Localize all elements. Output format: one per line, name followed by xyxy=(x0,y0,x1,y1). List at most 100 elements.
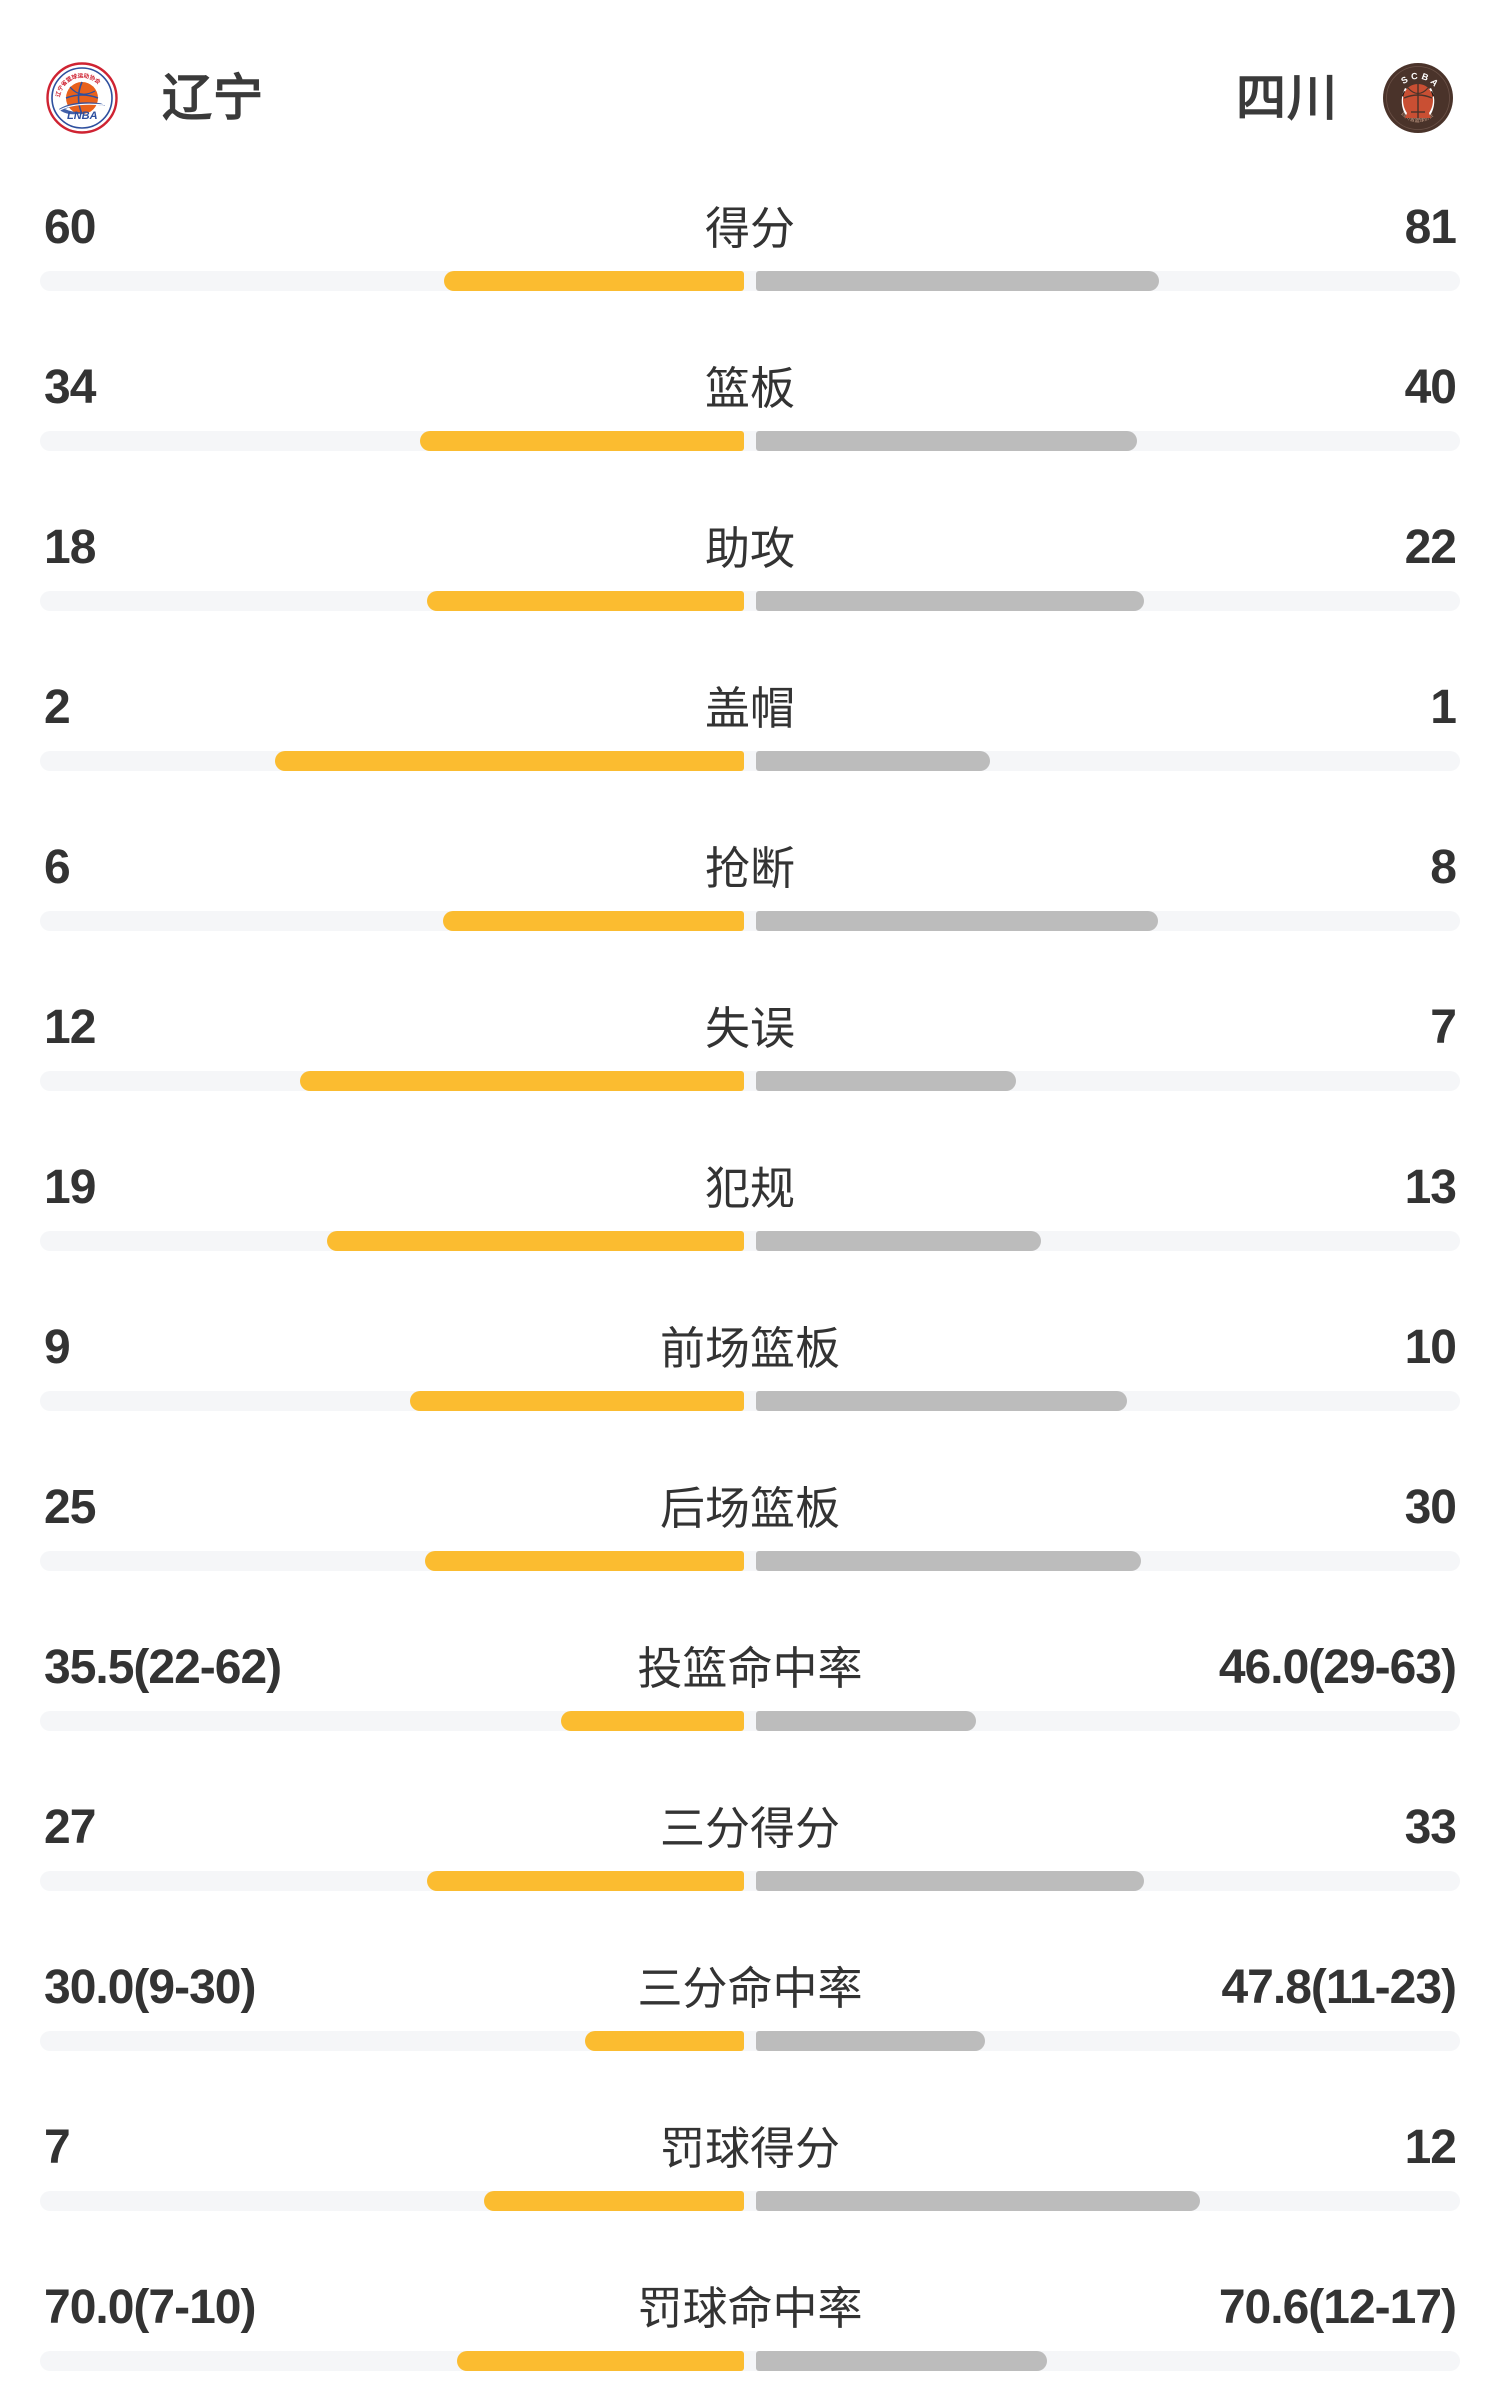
stat-row: 7 罚球得分 12 xyxy=(0,2076,1500,2236)
lnba-team-badge-icon: 辽宁省篮球运动协会 LNBA xyxy=(46,62,118,134)
away-value: 13 xyxy=(1404,1161,1457,1214)
away-value: 12 xyxy=(1404,2121,1457,2174)
stat-bar-track xyxy=(40,1391,1460,1411)
away-bar xyxy=(756,751,991,771)
stat-label: 助攻 xyxy=(704,523,795,574)
home-bar xyxy=(420,431,744,451)
home-bar xyxy=(427,1871,744,1891)
stat-label: 得分 xyxy=(704,203,795,254)
away-value: 7 xyxy=(1430,1001,1457,1054)
home-bar xyxy=(410,1391,744,1411)
home-bar xyxy=(484,2191,744,2211)
stats-list: 60 得分 81 34 篮板 40 18 助攻 22 xyxy=(0,156,1500,2396)
home-value: 35.5(22-62) xyxy=(44,1641,282,1694)
stat-label: 三分命中率 xyxy=(637,1963,863,2014)
home-value: 70.0(7-10) xyxy=(44,2281,256,2334)
home-value: 7 xyxy=(44,2121,71,2174)
stat-text-line: 34 篮板 40 xyxy=(0,362,1500,414)
away-bar xyxy=(756,1551,1141,1571)
home-bar xyxy=(444,271,744,291)
stat-bar-track xyxy=(40,271,1460,291)
away-bar xyxy=(756,2351,1048,2371)
away-bar xyxy=(756,2031,985,2051)
stat-label: 罚球得分 xyxy=(659,2123,840,2174)
away-bar xyxy=(756,2191,1201,2211)
stat-label: 失误 xyxy=(704,1003,795,1054)
away-team: 四川 SCBA 四川省篮球协会 xyxy=(1236,62,1454,134)
home-value: 25 xyxy=(44,1481,96,1534)
stat-bar-track xyxy=(40,1871,1460,1891)
stat-row: 6 抢断 8 xyxy=(0,796,1500,956)
stat-row: 2 盖帽 1 xyxy=(0,636,1500,796)
stat-label: 前场篮板 xyxy=(659,1323,840,1374)
stat-text-line: 30.0(9-30) 三分命中率 47.8(11-23) xyxy=(0,1962,1500,2014)
stat-row: 9 前场篮板 10 xyxy=(0,1276,1500,1436)
stat-text-line: 12 失误 7 xyxy=(0,1002,1500,1054)
stat-text-line: 60 得分 81 xyxy=(0,202,1500,254)
lnba-logo-text: LNBA xyxy=(67,110,98,122)
home-value: 27 xyxy=(44,1801,96,1854)
home-value: 60 xyxy=(44,201,96,254)
stat-text-line: 70.0(7-10) 罚球命中率 70.6(12-17) xyxy=(0,2282,1500,2334)
stat-row: 18 助攻 22 xyxy=(0,476,1500,636)
home-value: 2 xyxy=(44,681,71,734)
stat-text-line: 7 罚球得分 12 xyxy=(0,2122,1500,2174)
stat-row: 34 篮板 40 xyxy=(0,316,1500,476)
home-value: 9 xyxy=(44,1321,71,1374)
away-bar xyxy=(756,1231,1042,1251)
stat-row: 12 失误 7 xyxy=(0,956,1500,1116)
away-value: 1 xyxy=(1430,681,1457,734)
stat-text-line: 27 三分得分 33 xyxy=(0,1802,1500,1854)
away-bar xyxy=(756,591,1144,611)
home-bar xyxy=(326,1231,744,1251)
home-bar xyxy=(560,1711,744,1731)
stat-label: 投篮命中率 xyxy=(637,1643,863,1694)
away-value: 10 xyxy=(1404,1321,1457,1374)
stat-text-line: 18 助攻 22 xyxy=(0,522,1500,574)
stat-row: 70.0(7-10) 罚球命中率 70.6(12-17) xyxy=(0,2236,1500,2396)
stat-text-line: 19 犯规 13 xyxy=(0,1162,1500,1214)
home-bar xyxy=(299,1071,744,1091)
stat-label: 罚球命中率 xyxy=(637,2283,863,2334)
home-team-name: 辽宁 xyxy=(162,70,264,126)
stat-bar-track xyxy=(40,1711,1460,1731)
stat-bar-track xyxy=(40,2191,1460,2211)
stat-label: 犯规 xyxy=(704,1163,795,1214)
scba-team-badge-icon: SCBA 四川省篮球协会 xyxy=(1383,63,1453,133)
away-value: 22 xyxy=(1404,521,1457,574)
away-bar xyxy=(756,1711,977,1731)
stat-row: 27 三分得分 33 xyxy=(0,1756,1500,1916)
home-team: 辽宁省篮球运动协会 LNBA 辽宁 xyxy=(46,62,264,134)
stat-label: 抢断 xyxy=(704,843,795,894)
away-bar xyxy=(756,431,1137,451)
home-bar xyxy=(427,591,744,611)
home-bar xyxy=(275,751,744,771)
stat-bar-track xyxy=(40,1551,1460,1571)
home-bar xyxy=(584,2031,744,2051)
home-value: 30.0(9-30) xyxy=(44,1961,256,2014)
stat-bar-track xyxy=(40,591,1460,611)
away-team-name: 四川 xyxy=(1236,70,1338,126)
away-bar xyxy=(756,271,1160,291)
stat-row: 19 犯规 13 xyxy=(0,1116,1500,1276)
away-value: 47.8(11-23) xyxy=(1221,1961,1457,2014)
away-bar xyxy=(756,1071,1016,1091)
stat-text-line: 25 后场篮板 30 xyxy=(0,1482,1500,1534)
home-bar xyxy=(424,1551,744,1571)
home-value: 19 xyxy=(44,1161,96,1214)
stat-row: 25 后场篮板 30 xyxy=(0,1436,1500,1596)
away-value: 33 xyxy=(1404,1801,1457,1854)
away-value: 70.6(12-17) xyxy=(1218,2281,1457,2334)
away-value: 30 xyxy=(1404,1481,1457,1534)
stat-row: 60 得分 81 xyxy=(0,156,1500,316)
match-stats-header: 辽宁省篮球运动协会 LNBA 辽宁 四川 SCBA 四川省篮球协会 xyxy=(0,0,1500,156)
stat-bar-track xyxy=(40,2031,1460,2051)
away-value: 81 xyxy=(1404,201,1457,254)
away-value: 40 xyxy=(1404,361,1457,414)
stat-label: 篮板 xyxy=(704,363,795,414)
away-bar xyxy=(756,911,1158,931)
away-value: 46.0(29-63) xyxy=(1218,1641,1457,1694)
home-value: 18 xyxy=(44,521,96,574)
stat-text-line: 6 抢断 8 xyxy=(0,842,1500,894)
stat-bar-track xyxy=(40,751,1460,771)
